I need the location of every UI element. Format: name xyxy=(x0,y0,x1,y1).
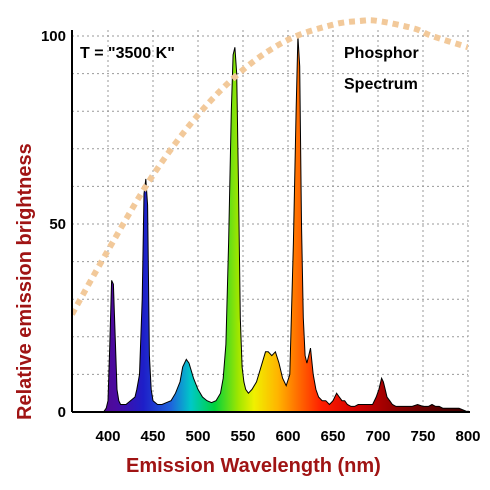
spectrum-area xyxy=(72,35,469,413)
y-tick-label: 100 xyxy=(41,28,66,45)
temperature-annotation: T = "3500 K" xyxy=(80,45,175,62)
x-tick-label: 400 xyxy=(95,428,120,445)
x-tick-label: 700 xyxy=(365,428,390,445)
x-tick-labels: 400 450 500 550 600 650 700 750 800 xyxy=(95,428,480,445)
x-axis-title: Emission Wavelength (nm) xyxy=(126,455,381,477)
x-tick-label: 600 xyxy=(275,428,300,445)
x-tick-label: 500 xyxy=(185,428,210,445)
y-tick-labels: 0 50 100 xyxy=(41,28,66,421)
spectrum-series xyxy=(72,35,469,413)
x-tick-label: 750 xyxy=(410,428,435,445)
phosphor-label: Phosphor xyxy=(344,45,419,62)
x-tick-label: 800 xyxy=(455,428,480,445)
x-tick-label: 650 xyxy=(320,428,345,445)
x-tick-label: 550 xyxy=(230,428,255,445)
grid-lines xyxy=(72,30,469,412)
y-tick-label: 50 xyxy=(49,216,66,233)
y-tick-label: 0 xyxy=(58,404,66,421)
blackbody-curve-series xyxy=(72,17,468,316)
blackbody-curve xyxy=(72,17,468,316)
spectrum-label: Spectrum xyxy=(344,76,418,93)
axes xyxy=(71,30,470,413)
y-axis-title: Relative emission brightness xyxy=(14,143,36,420)
x-tick-label: 450 xyxy=(140,428,165,445)
